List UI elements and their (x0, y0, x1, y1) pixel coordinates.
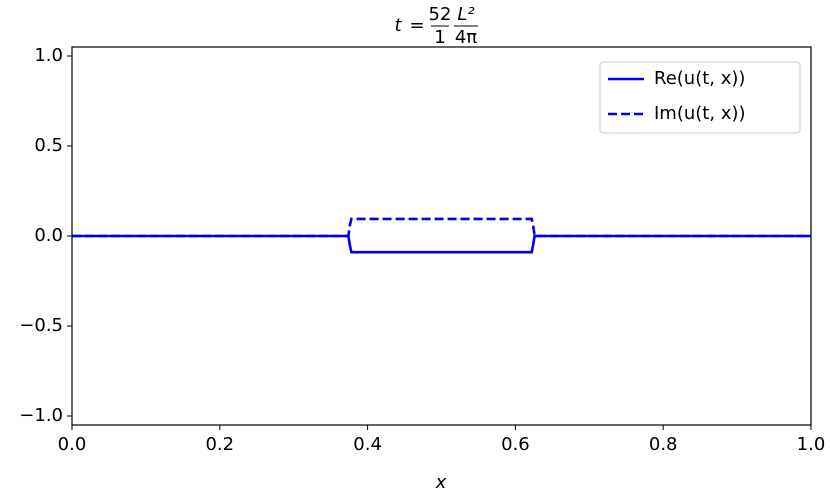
y-tick-label: 0.0 (34, 225, 63, 246)
legend-box (599, 61, 801, 134)
chart-title: t = 52 1 L² 4π (394, 4, 478, 48)
y-tick-label: 0.5 (34, 135, 63, 156)
x-tick-label: 0.6 (501, 434, 530, 455)
title-scale-numerator: L² (457, 4, 474, 25)
y-tick-label: −1.0 (19, 405, 63, 426)
legend-label: Im(u(t, x)) (654, 103, 746, 124)
x-axis-label: x (435, 472, 447, 493)
title-factor-denominator: 1 (434, 27, 445, 48)
legend-label: Re(u(t, x)) (654, 68, 745, 89)
x-tick-label: 0.4 (353, 434, 382, 455)
y-tick-label: 1.0 (34, 45, 63, 66)
title-factor-numerator: 52 (429, 4, 452, 25)
title-equals: = (409, 15, 424, 36)
legend: Re(u(t, x)) Im(u(t, x)) (599, 61, 801, 134)
x-tick-label: 1.0 (797, 434, 826, 455)
data-line (72, 234, 811, 254)
x-tick-label: 0.0 (58, 434, 87, 455)
x-tick-label: 0.2 (205, 434, 234, 455)
title-variable: t (394, 15, 402, 36)
plot-frame (71, 46, 812, 426)
title-scale-denominator: 4π (455, 27, 477, 48)
y-tick-label: −0.5 (19, 315, 63, 336)
x-tick-label: 0.8 (649, 434, 678, 455)
data-line (72, 217, 811, 238)
